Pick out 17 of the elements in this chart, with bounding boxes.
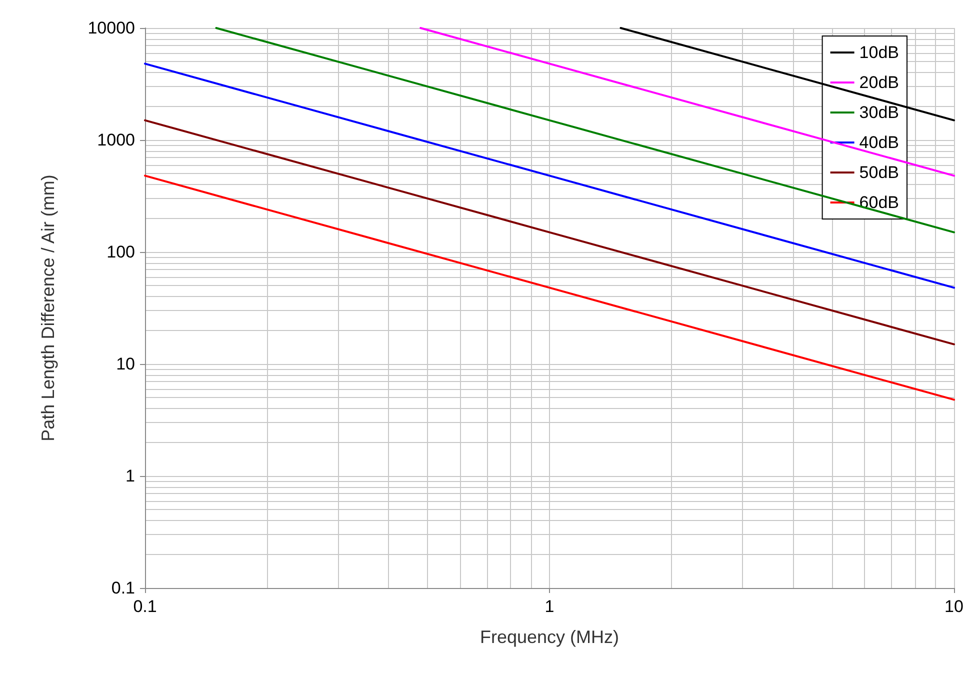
legend-label: 50dB <box>859 163 899 182</box>
y-tick-label: 10000 <box>88 18 135 38</box>
legend-label: 30dB <box>859 103 899 122</box>
y-tick-label: 100 <box>106 242 135 262</box>
legend-label: 20dB <box>859 73 899 92</box>
y-tick-label: 1000 <box>97 130 135 150</box>
y-tick-label: 0.1 <box>111 578 135 598</box>
x-tick-label: 10 <box>944 597 964 616</box>
legend-label: 60dB <box>859 193 899 212</box>
x-tick-label: 1 <box>544 597 554 616</box>
x-axis-title: Frequency (MHz) <box>480 627 620 647</box>
x-tick-label: 0.1 <box>133 597 157 616</box>
legend-label: 10dB <box>859 43 899 62</box>
legend-label: 40dB <box>859 133 899 152</box>
y-axis-title: Path Length Difference / Air (mm) <box>38 174 58 442</box>
y-tick-label: 10 <box>116 354 135 374</box>
y-tick-label: 1 <box>126 466 135 486</box>
